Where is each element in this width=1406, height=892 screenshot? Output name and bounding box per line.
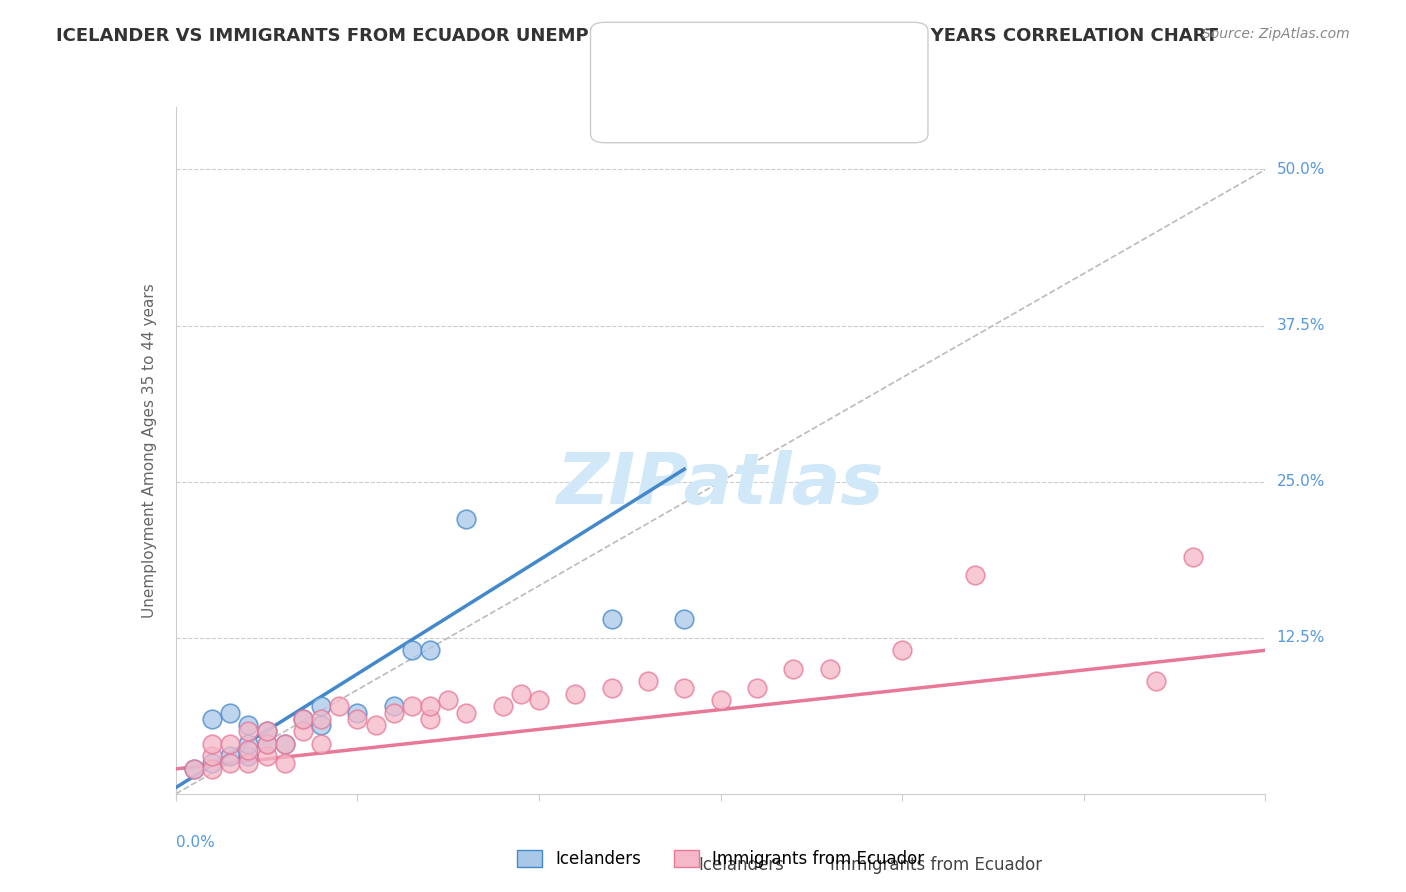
- Point: [309, 712, 332, 726]
- Point: [219, 737, 242, 751]
- Text: R =: R =: [626, 71, 665, 89]
- Point: [219, 706, 242, 720]
- Point: [256, 749, 278, 764]
- Point: [963, 568, 986, 582]
- Text: R = 0.300   N =  21: R = 0.300 N = 21: [626, 71, 801, 89]
- Point: [346, 706, 368, 720]
- Point: [238, 749, 260, 764]
- Text: Source: ZipAtlas.com: Source: ZipAtlas.com: [1202, 27, 1350, 41]
- Point: [419, 712, 441, 726]
- Legend: Icelanders, Immigrants from Ecuador: Icelanders, Immigrants from Ecuador: [510, 843, 931, 875]
- Point: [238, 756, 260, 770]
- Point: [219, 749, 242, 764]
- Text: 12.5%: 12.5%: [1277, 631, 1324, 645]
- Text: ICELANDER VS IMMIGRANTS FROM ECUADOR UNEMPLOYMENT AMONG AGES 35 TO 44 YEARS CORR: ICELANDER VS IMMIGRANTS FROM ECUADOR UNE…: [56, 27, 1218, 45]
- Point: [309, 699, 332, 714]
- Point: [201, 712, 224, 726]
- Text: 0.0%: 0.0%: [176, 835, 215, 850]
- Point: [1181, 549, 1204, 564]
- Point: [309, 737, 332, 751]
- Point: [256, 737, 278, 751]
- Point: [256, 724, 278, 739]
- Point: [328, 699, 350, 714]
- Point: [238, 737, 260, 751]
- Point: [891, 643, 914, 657]
- Point: [710, 693, 733, 707]
- Point: [346, 712, 368, 726]
- Text: 37.5%: 37.5%: [1277, 318, 1324, 333]
- Point: [401, 699, 423, 714]
- Text: ZIPatlas: ZIPatlas: [557, 450, 884, 519]
- Bar: [614, 43, 634, 70]
- Point: [201, 737, 224, 751]
- Point: [527, 693, 550, 707]
- Point: [492, 699, 515, 714]
- Point: [201, 749, 224, 764]
- Point: [256, 737, 278, 751]
- Point: [637, 674, 659, 689]
- Point: [201, 762, 224, 776]
- Point: [238, 718, 260, 732]
- Text: Immigrants from Ecuador: Immigrants from Ecuador: [830, 855, 1042, 873]
- Point: [238, 724, 260, 739]
- Point: [364, 718, 387, 732]
- Point: [291, 724, 314, 739]
- Point: [818, 662, 841, 676]
- Point: [745, 681, 768, 695]
- Point: [509, 687, 531, 701]
- Point: [782, 662, 804, 676]
- Point: [238, 743, 260, 757]
- Point: [274, 737, 297, 751]
- Point: [183, 762, 205, 776]
- Point: [291, 712, 314, 726]
- Point: [600, 681, 623, 695]
- Point: [274, 756, 297, 770]
- Point: [673, 612, 696, 626]
- Point: [456, 512, 478, 526]
- Point: [600, 612, 623, 626]
- Point: [309, 718, 332, 732]
- Point: [564, 687, 586, 701]
- Text: 50.0%: 50.0%: [1277, 162, 1324, 177]
- Point: [219, 756, 242, 770]
- Text: Icelanders: Icelanders: [699, 855, 785, 873]
- Bar: [614, 79, 634, 106]
- Text: 25.0%: 25.0%: [1277, 475, 1324, 489]
- Point: [201, 756, 224, 770]
- Point: [274, 737, 297, 751]
- Point: [256, 724, 278, 739]
- Point: [419, 643, 441, 657]
- Point: [401, 643, 423, 657]
- Point: [382, 706, 405, 720]
- Point: [291, 712, 314, 726]
- Point: [673, 681, 696, 695]
- Point: [437, 693, 460, 707]
- Point: [382, 699, 405, 714]
- Point: [1146, 674, 1168, 689]
- Point: [456, 706, 478, 720]
- Point: [183, 762, 205, 776]
- Text: R = 0.360   N =  42: R = 0.360 N = 42: [626, 109, 801, 127]
- Point: [419, 699, 441, 714]
- Y-axis label: Unemployment Among Ages 35 to 44 years: Unemployment Among Ages 35 to 44 years: [142, 283, 157, 618]
